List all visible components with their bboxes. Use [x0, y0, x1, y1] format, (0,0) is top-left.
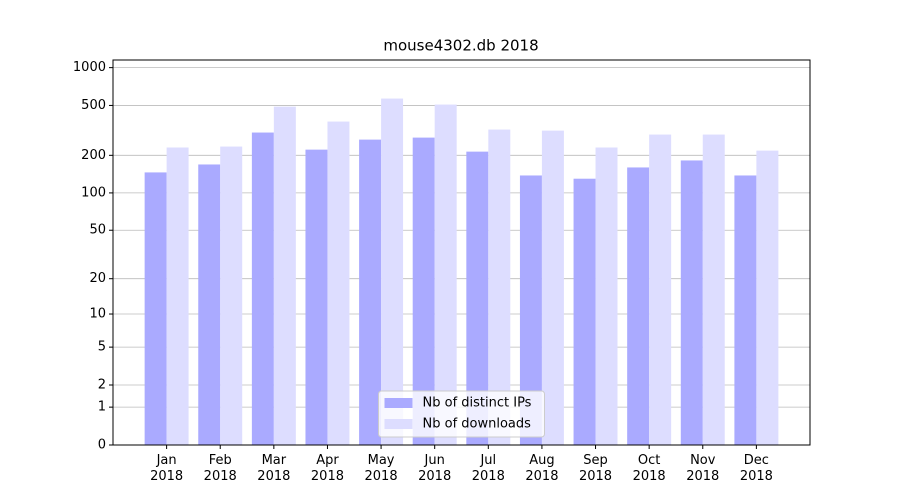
- x-tick-label: May 2018: [364, 453, 398, 484]
- bar: [144, 172, 167, 445]
- legend-label: Nb of distinct IPs: [423, 396, 532, 411]
- x-tick-label: Feb 2018: [203, 453, 237, 484]
- bar: [734, 175, 757, 445]
- y-tick-label: 100: [81, 185, 106, 200]
- bar: [273, 106, 296, 446]
- bar: [198, 164, 221, 445]
- y-tick-label: 10: [89, 307, 106, 322]
- bar: [305, 149, 328, 445]
- x-tick-label: Nov 2018: [686, 453, 720, 484]
- x-tick-label: Dec 2018: [739, 453, 773, 484]
- x-tick-label: Aug 2018: [525, 453, 559, 484]
- legend-swatch: [384, 398, 413, 408]
- y-tick-label: 5: [98, 340, 106, 355]
- y-tick-label: 1: [98, 400, 106, 415]
- bar: [756, 150, 779, 445]
- x-tick-label: Jan 2018: [150, 453, 184, 484]
- x-tick-label: Sep 2018: [578, 453, 613, 484]
- legend-box: [378, 390, 545, 438]
- bar: [488, 129, 511, 445]
- x-tick-label: Jul 2018: [471, 453, 505, 484]
- x-tick-label: Jun 2018: [418, 453, 452, 484]
- bar: [519, 175, 542, 445]
- plot-frame: [112, 59, 811, 446]
- bar: [251, 132, 274, 445]
- y-tick-label: 0: [98, 438, 106, 453]
- bar: [541, 130, 564, 445]
- bar: [434, 104, 457, 445]
- bar: [573, 178, 596, 445]
- bar: [649, 134, 672, 445]
- bar: [220, 146, 243, 445]
- y-tick-label: 1000: [73, 60, 106, 75]
- legend-label: Nb of downloads: [423, 417, 532, 432]
- bar: [466, 151, 489, 445]
- bar: [359, 139, 382, 446]
- bar: [595, 147, 618, 445]
- x-tick-label: Apr 2018: [310, 453, 344, 484]
- legend-swatch: [384, 419, 413, 429]
- x-tick-label: Oct 2018: [632, 453, 666, 484]
- y-tick-label: 500: [81, 98, 106, 113]
- bar: [381, 98, 404, 445]
- y-tick-label: 20: [89, 271, 106, 286]
- chart-title: mouse4302.db 2018: [383, 37, 538, 55]
- bar: [327, 121, 350, 446]
- bar: [680, 160, 703, 446]
- bar: [702, 134, 725, 445]
- x-tick-label: Mar 2018: [257, 453, 291, 484]
- y-tick-label: 200: [81, 148, 106, 163]
- y-tick-label: 50: [89, 223, 106, 238]
- y-tick-label: 2: [98, 377, 106, 392]
- bar: [412, 137, 435, 445]
- bar: [627, 167, 650, 445]
- bar: [166, 147, 189, 445]
